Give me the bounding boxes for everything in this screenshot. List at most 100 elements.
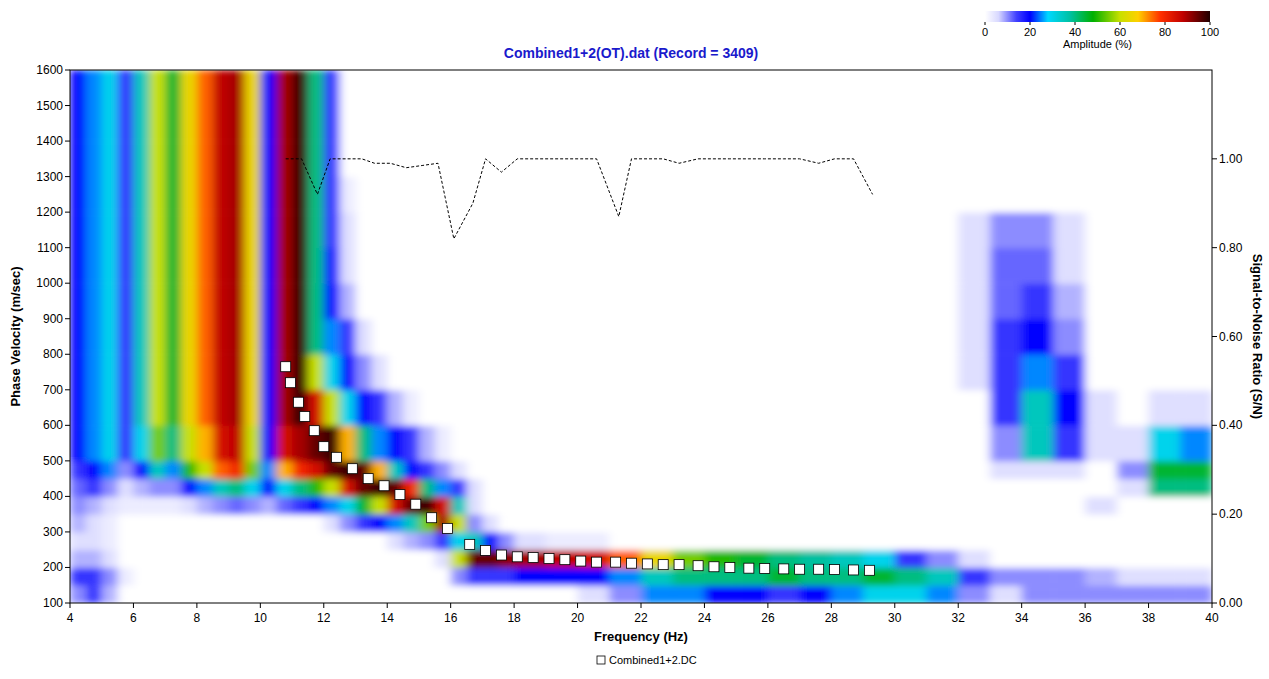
series-area (281, 159, 875, 575)
heatmap-cell (958, 514, 990, 532)
heatmap-cell (260, 212, 276, 248)
heatmap-cell (514, 390, 546, 426)
heatmap-cell (927, 70, 959, 106)
heatmap-cell (895, 106, 927, 142)
heatmap-cell (1117, 550, 1149, 568)
x-tick-label: 34 (1015, 611, 1029, 625)
heatmap-cell (133, 532, 149, 550)
heatmap-cell (102, 354, 118, 390)
y2-tick-label: 0.60 (1219, 330, 1243, 344)
heatmap-cell (863, 319, 895, 355)
heatmap-cell (927, 283, 959, 319)
heatmap-cell (1149, 283, 1181, 319)
heatmap-cell (800, 141, 832, 177)
heatmap-cell (403, 567, 419, 585)
heatmap-cell (451, 141, 467, 177)
heatmap-cell (102, 141, 118, 177)
x-tick (260, 603, 261, 608)
heatmap-cell (673, 514, 705, 532)
heatmap-cell (1085, 550, 1117, 568)
colorbar-tick-label: 60 (1114, 26, 1126, 38)
heatmap-cell (419, 212, 435, 248)
dispersion-point (281, 362, 291, 372)
x-tick-label: 40 (1205, 611, 1219, 625)
heatmap-cell (673, 461, 705, 479)
heatmap-cell (70, 390, 86, 426)
heatmap-cell (1085, 248, 1117, 284)
heatmap-cell (736, 514, 768, 532)
heatmap-cell (609, 514, 641, 532)
heatmap-cell (276, 514, 292, 532)
heatmap-cell (1085, 532, 1117, 550)
heatmap-cell (244, 177, 260, 213)
heatmap-cell (1053, 248, 1085, 284)
heatmap-cell (800, 461, 832, 479)
heatmap-cell (609, 425, 641, 461)
heatmap-cell (895, 354, 927, 390)
heatmap-cell (260, 319, 276, 355)
heatmap-cell (578, 248, 610, 284)
heatmap-cell (1117, 496, 1149, 514)
heatmap-cell (308, 212, 324, 248)
heatmap-cell (546, 106, 578, 142)
heatmap-cell (213, 177, 229, 213)
heatmap-cell (86, 479, 102, 497)
heatmap-cell (546, 585, 578, 603)
heatmap-cell (895, 70, 927, 106)
heatmap-cell (356, 283, 372, 319)
heatmap-cell (276, 319, 292, 355)
heatmap-cell (371, 212, 387, 248)
heatmap-cell (498, 390, 514, 426)
heatmap-cell (403, 550, 419, 568)
heatmap-cell (356, 319, 372, 355)
heatmap-cell (387, 550, 403, 568)
heatmap-cell (736, 70, 768, 106)
heatmap-cell (482, 248, 498, 284)
dispersion-point (309, 426, 319, 436)
heatmap-cell (546, 425, 578, 461)
heatmap-cell (102, 479, 118, 497)
heatmap-cell (387, 319, 403, 355)
y2-tick (1212, 603, 1217, 604)
heatmap-cell (578, 479, 610, 497)
heatmap-cell (736, 425, 768, 461)
heatmap-cell (118, 141, 134, 177)
heatmap-cell (1117, 390, 1149, 426)
heatmap-cell (118, 532, 134, 550)
dispersion-point (626, 558, 636, 568)
y-tick (65, 318, 70, 319)
colorbar-tick (1030, 22, 1031, 25)
heatmap-cell (673, 248, 705, 284)
heatmap-cell (165, 567, 181, 585)
heatmap-cell (1180, 283, 1212, 319)
heatmap-cell (244, 479, 260, 497)
heatmap-cell (578, 283, 610, 319)
y-tick (65, 496, 70, 497)
heatmap-cell (356, 514, 372, 532)
heatmap-cell (70, 212, 86, 248)
heatmap-cell (451, 550, 467, 568)
heatmap-cell (482, 141, 498, 177)
heatmap-cell (736, 532, 768, 550)
x-tick (323, 603, 324, 608)
heatmap-cell (704, 212, 736, 248)
dispersion-point (442, 523, 452, 533)
heatmap-cell (133, 567, 149, 585)
dispersion-point (465, 539, 475, 549)
heatmap-cell (260, 354, 276, 390)
heatmap-cell (704, 514, 736, 532)
heatmap-cell (736, 496, 768, 514)
heatmap-cell (1117, 461, 1149, 479)
heatmap-cell (863, 479, 895, 497)
heatmap-cell (958, 567, 990, 585)
heatmap-cell (371, 177, 387, 213)
y-tick-label: 1000 (36, 276, 63, 290)
heatmap-cell (1053, 567, 1085, 585)
heatmap-cell (498, 585, 514, 603)
heatmap-cell (197, 70, 213, 106)
heatmap-cell (70, 319, 86, 355)
heatmap-cell (673, 70, 705, 106)
heatmap-cell (149, 248, 165, 284)
heatmap-cell (736, 479, 768, 497)
heatmap-cell (467, 461, 483, 479)
